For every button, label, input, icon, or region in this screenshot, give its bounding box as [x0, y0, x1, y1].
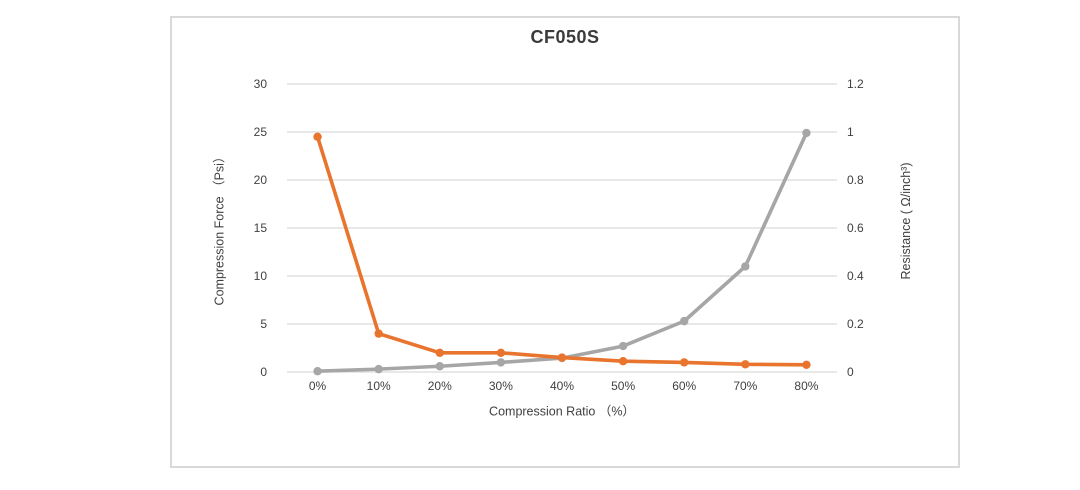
plot-area — [287, 83, 837, 376]
data-point-marker — [741, 262, 750, 271]
y-axis-title-right: Resistance ( Ω/inch³) — [899, 162, 913, 280]
series-line-left — [315, 131, 809, 374]
data-point-marker — [496, 358, 506, 367]
x-tick-label: 60% — [672, 379, 697, 393]
x-axis-tick-labels: 0% 10% 20% 30% 40% 50% 60% 70% 80% — [287, 378, 837, 396]
x-tick-label: 10% — [366, 379, 391, 393]
x-tick-label: 30% — [488, 379, 513, 393]
y-left-tick-label: 10 — [253, 269, 267, 283]
y-right-tick-label: 0.2 — [847, 317, 864, 331]
x-tick-label: 70% — [733, 379, 758, 393]
y-axis-right-tick-labels: 0 0.2 0.4 0.6 0.8 1 1.2 — [847, 77, 897, 379]
data-point-marker — [618, 341, 628, 351]
y-left-tick-label: 20 — [253, 173, 267, 187]
y-left-tick-label: 25 — [253, 125, 267, 139]
y-right-tick-label: 1.2 — [847, 77, 864, 91]
data-point-marker — [435, 362, 444, 371]
y-right-tick-label: 1 — [847, 125, 854, 139]
y-left-tick-label: 0 — [260, 365, 267, 379]
y-axis-title-left: Compression Force （Psi） — [212, 150, 227, 306]
y-right-tick-label: 0.4 — [847, 269, 864, 283]
y-right-tick-label: 0 — [847, 365, 854, 379]
y-left-tick-label: 5 — [260, 317, 267, 331]
x-axis-title: Compression Ratio （%） — [489, 404, 635, 419]
y-axis-left-tick-labels: 0 5 10 15 20 25 30 — [230, 77, 277, 379]
chart-title: CF050S — [530, 27, 600, 47]
data-point-marker — [802, 128, 811, 138]
x-tick-label: 0% — [308, 379, 327, 393]
series-line-right — [315, 134, 809, 367]
data-point-marker — [374, 329, 383, 338]
x-tick-label: 40% — [549, 379, 575, 393]
x-tick-label: 80% — [794, 379, 819, 393]
data-point-marker — [435, 348, 444, 357]
data-point-marker — [313, 132, 322, 141]
data-point-marker — [496, 348, 506, 357]
chart-container: CF050S Compression Force （Psi） Resistanc… — [170, 16, 960, 468]
y-right-tick-label: 0.6 — [847, 221, 864, 235]
data-point-marker — [680, 358, 689, 367]
data-point-marker — [741, 360, 750, 369]
data-point-marker — [374, 364, 383, 374]
chart-canvas — [287, 83, 837, 376]
data-point-marker — [313, 367, 322, 376]
y-left-tick-label: 15 — [253, 221, 267, 235]
y-left-tick-label: 30 — [253, 77, 267, 91]
x-tick-label: 50% — [611, 379, 636, 393]
data-point-marker — [680, 316, 689, 326]
data-point-marker — [618, 357, 628, 366]
x-tick-label: 20% — [427, 379, 452, 393]
y-right-tick-label: 0.8 — [847, 173, 864, 187]
data-point-marker — [557, 353, 567, 362]
data-point-marker — [802, 360, 811, 369]
